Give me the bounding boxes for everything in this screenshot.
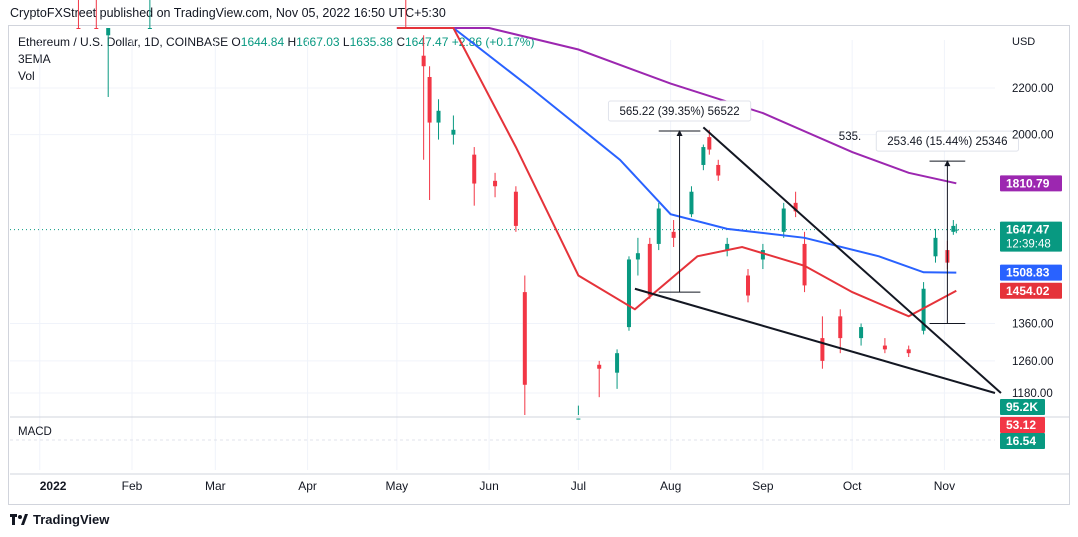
symbol-row: Ethereum / U.S. Dollar, 1D, COINBASE O16… [18,34,534,51]
publisher-line: CryptoFXStreet published on TradingView.… [10,6,446,20]
low-value: 1635.38 [349,35,393,49]
chart-frame [8,25,1070,505]
low-label: L [342,35,350,49]
open-label: O [231,35,241,49]
symbol-legend: Ethereum / U.S. Dollar, 1D, COINBASE O16… [18,34,534,85]
symbol-name[interactable]: Ethereum / U.S. Dollar, 1D, COINBASE [18,35,229,49]
brand-name: TradingView [33,512,110,527]
change-value: +2.86 (+0.17%) [451,35,535,49]
ema-indicator-label[interactable]: 3EMA [18,52,51,66]
high-value: 1667.03 [296,35,340,49]
close-value: 1647.47 [405,35,449,49]
tradingview-logo-icon [10,514,28,525]
high-label: H [287,35,297,49]
open-value: 1644.84 [240,35,285,49]
close-label: C [396,35,405,49]
volume-indicator-label[interactable]: Vol [18,69,35,83]
tradingview-footer: TradingView [10,512,109,527]
